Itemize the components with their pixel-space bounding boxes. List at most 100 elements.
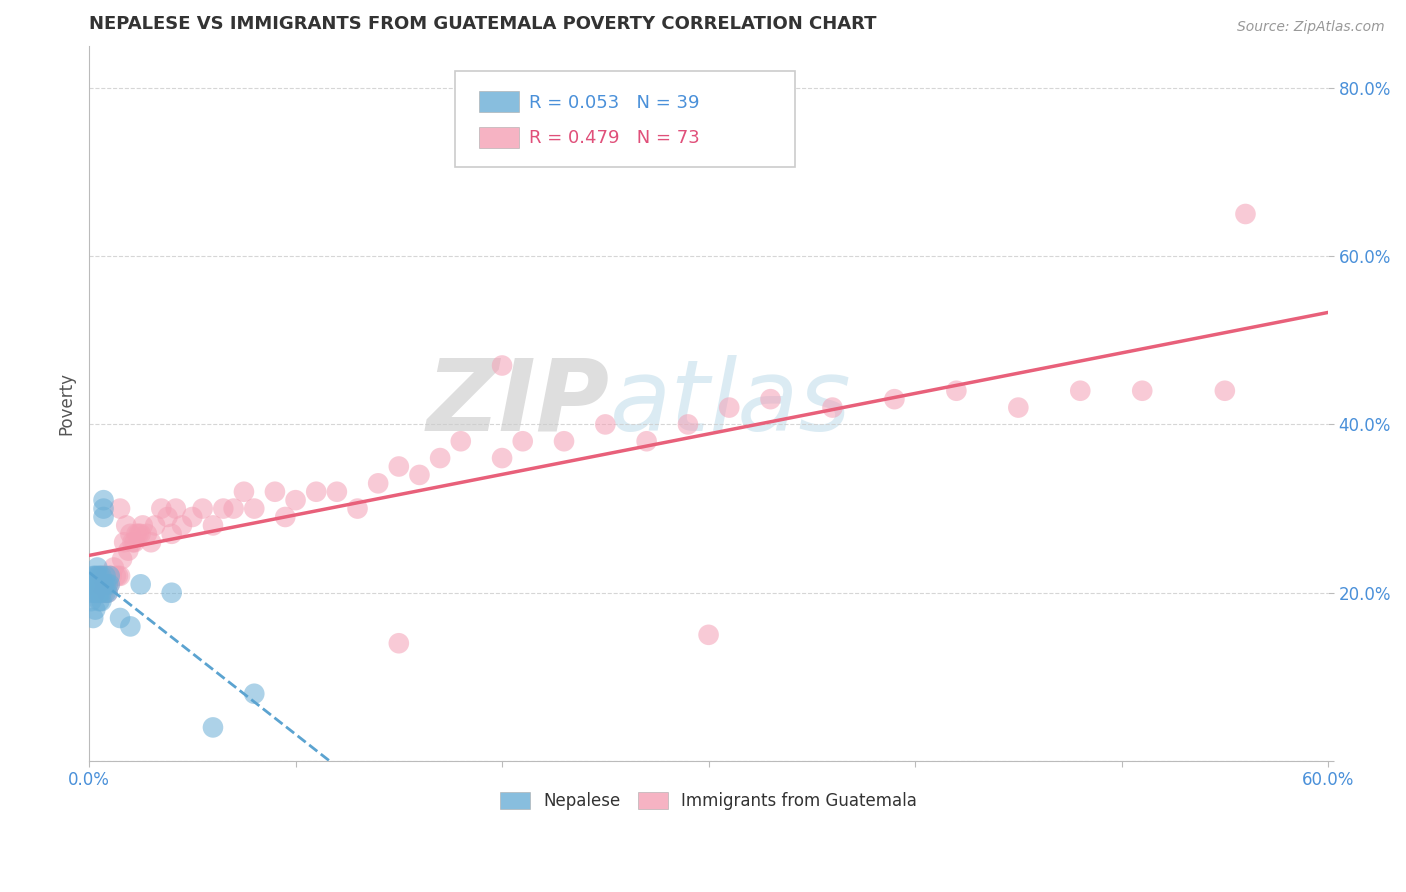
Point [124,535,146,549]
Point [697,628,720,642]
Point [82,569,104,583]
Point [718,401,741,415]
Point [129,526,152,541]
Point [429,451,451,466]
Point [115,518,138,533]
Point [104,569,127,583]
Point [408,467,430,482]
Point [129,577,152,591]
Point [1130,384,1153,398]
Point [89,577,111,591]
Point [201,518,224,533]
Point [111,552,134,566]
Point [86,586,108,600]
Point [80,586,103,600]
Point [132,518,155,533]
Point [90,569,112,583]
Point [120,619,142,633]
Point [160,526,183,541]
Point [97,586,120,600]
Text: ZIP: ZIP [426,355,609,452]
Point [512,434,534,449]
FancyBboxPatch shape [479,127,519,148]
Point [170,518,193,533]
Point [108,501,131,516]
Point [101,569,124,583]
Point [1007,401,1029,415]
Point [388,459,411,474]
Point [103,560,125,574]
Point [108,569,131,583]
Point [93,493,115,508]
Point [89,577,111,591]
Point [90,577,112,591]
Point [98,577,121,591]
Point [264,484,287,499]
Point [274,510,297,524]
Point [201,720,224,734]
Point [84,577,107,591]
Point [491,451,513,466]
Point [93,586,115,600]
Point [305,484,328,499]
Point [89,586,111,600]
Point [139,535,162,549]
Point [128,526,150,541]
Point [112,535,135,549]
Point [93,510,115,524]
Point [191,501,214,516]
Point [553,434,575,449]
Point [94,569,117,583]
Point [150,501,173,516]
Point [491,359,513,373]
Point [97,586,120,600]
Point [90,594,112,608]
Point [94,577,117,591]
Text: R = 0.053   N = 39: R = 0.053 N = 39 [529,94,699,112]
Point [86,560,108,574]
Point [90,577,112,591]
Point [98,577,121,591]
Y-axis label: Poverty: Poverty [58,372,75,435]
Point [883,392,905,406]
Point [346,501,368,516]
Point [156,510,179,524]
Text: NEPALESE VS IMMIGRANTS FROM GUATEMALA POVERTY CORRELATION CHART: NEPALESE VS IMMIGRANTS FROM GUATEMALA PO… [89,15,876,33]
Point [125,526,148,541]
Point [1234,207,1257,221]
Point [243,687,266,701]
Point [117,543,139,558]
Point [90,569,112,583]
Point [80,594,103,608]
Point [98,569,121,583]
Point [212,501,235,516]
Point [284,493,307,508]
Point [93,569,115,583]
Point [97,577,120,591]
Point [108,611,131,625]
Point [89,569,111,583]
Point [595,417,617,432]
Point [326,484,349,499]
Point [388,636,411,650]
Point [93,577,115,591]
Text: R = 0.479   N = 73: R = 0.479 N = 73 [529,129,700,147]
Point [82,611,104,625]
Point [821,401,844,415]
Point [160,586,183,600]
Point [143,518,166,533]
Point [243,501,266,516]
Point [636,434,658,449]
Point [107,569,129,583]
Point [1213,384,1236,398]
Point [84,586,107,600]
Point [93,501,115,516]
Point [94,586,117,600]
Point [84,586,107,600]
Point [89,594,111,608]
Point [84,569,107,583]
Point [135,526,157,541]
Point [233,484,256,499]
Point [86,569,108,583]
Point [84,602,107,616]
